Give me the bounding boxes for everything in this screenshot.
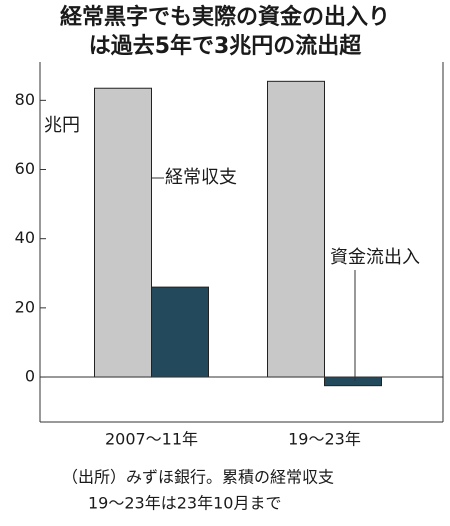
y-tick-label: 0 [25,367,35,386]
bar [151,286,209,378]
y-tick-label: 40 [15,228,35,247]
y-unit: 兆円 [44,115,80,136]
note: 19～23年は23年10月まで [88,494,281,513]
x-tick-label: 19～23年 [288,430,361,449]
y-tick-label: 60 [15,159,35,178]
y-tick-label: 20 [15,297,35,316]
bar [267,80,325,378]
bar [324,376,382,387]
x-tick-label: 2007～11年 [105,430,198,449]
y-tick-label: 80 [15,90,35,109]
series-label: 経常収支 [165,167,237,188]
note: （出所）みずほ銀行。累積の経常収支 [62,468,334,487]
bar [94,87,152,378]
series-label: 資金流出入 [330,247,420,268]
chart-title: は過去5年で3兆円の流出超 [89,33,363,59]
chart-title: 経常黒字でも実際の資金の出入り [60,4,390,30]
